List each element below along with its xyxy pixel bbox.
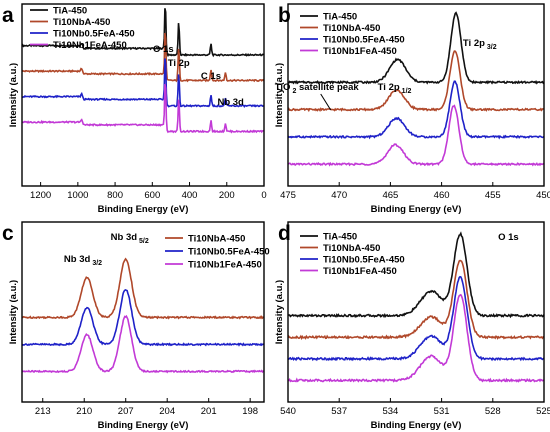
- legend-label: TiA-450: [323, 12, 357, 23]
- peak-annotation: C 1s: [201, 71, 221, 82]
- series-line-Ti10Nb0.5FeA-450: [287, 275, 545, 362]
- x-tick-label: 534: [382, 406, 398, 417]
- legend-label: Ti10Nb0.5FeA-450: [323, 35, 405, 46]
- series-line-Ti10NbA-450: [21, 32, 265, 83]
- series-line-Ti10Nb1FeA-450: [21, 314, 265, 374]
- x-tick-label: 800: [107, 190, 123, 201]
- panel-letter: d: [278, 222, 291, 245]
- x-tick-label: 537: [331, 406, 347, 417]
- x-tick-label: 460: [434, 190, 450, 201]
- panel-d: 540 537 534 531 528 525 Binding Energy (eV) Int…: [274, 221, 550, 431]
- panel-letter: c: [2, 222, 14, 245]
- legend-label: TiA-450: [323, 232, 357, 243]
- x-axis-label: Binding Energy (eV): [98, 420, 189, 431]
- series-line-TiA-450: [288, 11, 545, 85]
- x-axis-label: Binding Energy (eV): [98, 204, 189, 215]
- plot-frame: [287, 221, 545, 403]
- series-line-Ti10Nb0.5FeA-450: [21, 58, 265, 109]
- x-tick-label: 204: [159, 406, 175, 417]
- x-tick-label: 213: [35, 406, 51, 417]
- x-axis-label: Binding Energy (eV): [371, 204, 462, 215]
- legend-label: Ti10Nb1FeA-450: [323, 266, 397, 277]
- plot-frame: [287, 3, 545, 187]
- y-axis-label: Intensity (a.u.): [8, 280, 19, 344]
- peak-annotation: O 1s: [153, 44, 174, 55]
- panel-letter: b: [278, 4, 291, 27]
- x-tick-label: 198: [242, 406, 258, 417]
- series-line-TiA-450: [287, 231, 545, 319]
- plot-frame: [21, 3, 265, 187]
- legend-label: Ti10Nb0.5FeA-450: [323, 255, 405, 266]
- series-line-Ti10Nb1FeA-450: [287, 293, 545, 383]
- x-tick-label: 475: [280, 190, 296, 201]
- x-tick-label: 201: [201, 406, 217, 417]
- legend-label: Ti10NbA-450: [323, 243, 380, 254]
- x-axis-label: Binding Energy (eV): [371, 420, 462, 431]
- series-line-Ti10NbA-450: [22, 257, 265, 320]
- legend-label: TiA-450: [53, 6, 87, 17]
- legend-label: Ti10Nb1FeA-450: [323, 46, 397, 57]
- series-line-Ti10Nb0.5FeA-450: [287, 80, 545, 140]
- legend-label: Ti10NbA-450: [188, 234, 245, 245]
- y-axis-label: Intensity (a.u.): [274, 63, 285, 127]
- peak-annotation: Nb 3d 5/2: [111, 232, 149, 245]
- x-tick-label: 210: [76, 406, 92, 417]
- peak-annotation: Ti 2p 3/2: [463, 38, 497, 51]
- x-tick-label: 470: [331, 190, 347, 201]
- legend-label: Ti10Nb0.5FeA-450: [53, 29, 135, 40]
- peak-annotation: Ti 2p: [168, 58, 190, 69]
- panel-a: 1200 1000 800 600 400 200 0 Binding Energy (eV)…: [2, 3, 267, 215]
- panel-letter: a: [2, 4, 14, 27]
- x-tick-label: 600: [144, 190, 160, 201]
- series-line-Ti10Nb1FeA-450: [287, 104, 545, 167]
- peak-annotation: Ti 2p 1/2: [378, 82, 412, 95]
- legend-label: Ti10NbA-450: [53, 17, 110, 28]
- annotation-arrow: [320, 93, 332, 111]
- x-tick-label: 528: [485, 406, 501, 417]
- legend-label: Ti10Nb1FeA-450: [188, 260, 262, 271]
- x-tick-label: 400: [182, 190, 198, 201]
- x-tick-label: 525: [536, 406, 550, 417]
- series-line-Ti10Nb0.5FeA-450: [21, 289, 265, 347]
- peak-annotation: O 1s: [498, 232, 519, 243]
- x-tick-label: 455: [485, 190, 501, 201]
- x-tick-label: 450: [536, 190, 550, 201]
- x-tick-label: 200: [219, 190, 235, 201]
- x-tick-label: 1000: [67, 190, 88, 201]
- legend-label: Ti10NbA-450: [323, 23, 380, 34]
- y-axis-label: Intensity (a.u.): [274, 280, 285, 344]
- x-tick-label: 207: [118, 406, 134, 417]
- y-axis-label: Intensity (a.u.): [8, 63, 19, 127]
- series-line-Ti10NbA-450: [287, 259, 545, 341]
- legend-label: Ti10Nb1FeA-450: [53, 40, 127, 51]
- panel-b: 475 470 465 460 455 450 Binding Energy (eV) Int…: [274, 3, 550, 215]
- peak-annotation: TiO 2 satellite peak: [275, 82, 360, 95]
- x-tick-label: 531: [434, 406, 450, 417]
- series-line-TiA-450: [21, 8, 265, 58]
- x-tick-label: 1200: [30, 190, 51, 201]
- legend-label: Ti10Nb0.5FeA-450: [188, 247, 270, 258]
- panel-c: 213 210 207 204 201 198 Binding Energy (eV) Int…: [2, 221, 270, 431]
- peak-annotation: Nb 3d 3/2: [64, 254, 102, 267]
- x-tick-label: 540: [280, 406, 296, 417]
- series-line-Ti10Nb1FeA-450: [21, 83, 265, 134]
- x-tick-label: 0: [261, 190, 266, 201]
- x-tick-label: 465: [382, 190, 398, 201]
- peak-annotation: Nb 3d: [217, 97, 244, 108]
- plot-frame: [21, 221, 265, 403]
